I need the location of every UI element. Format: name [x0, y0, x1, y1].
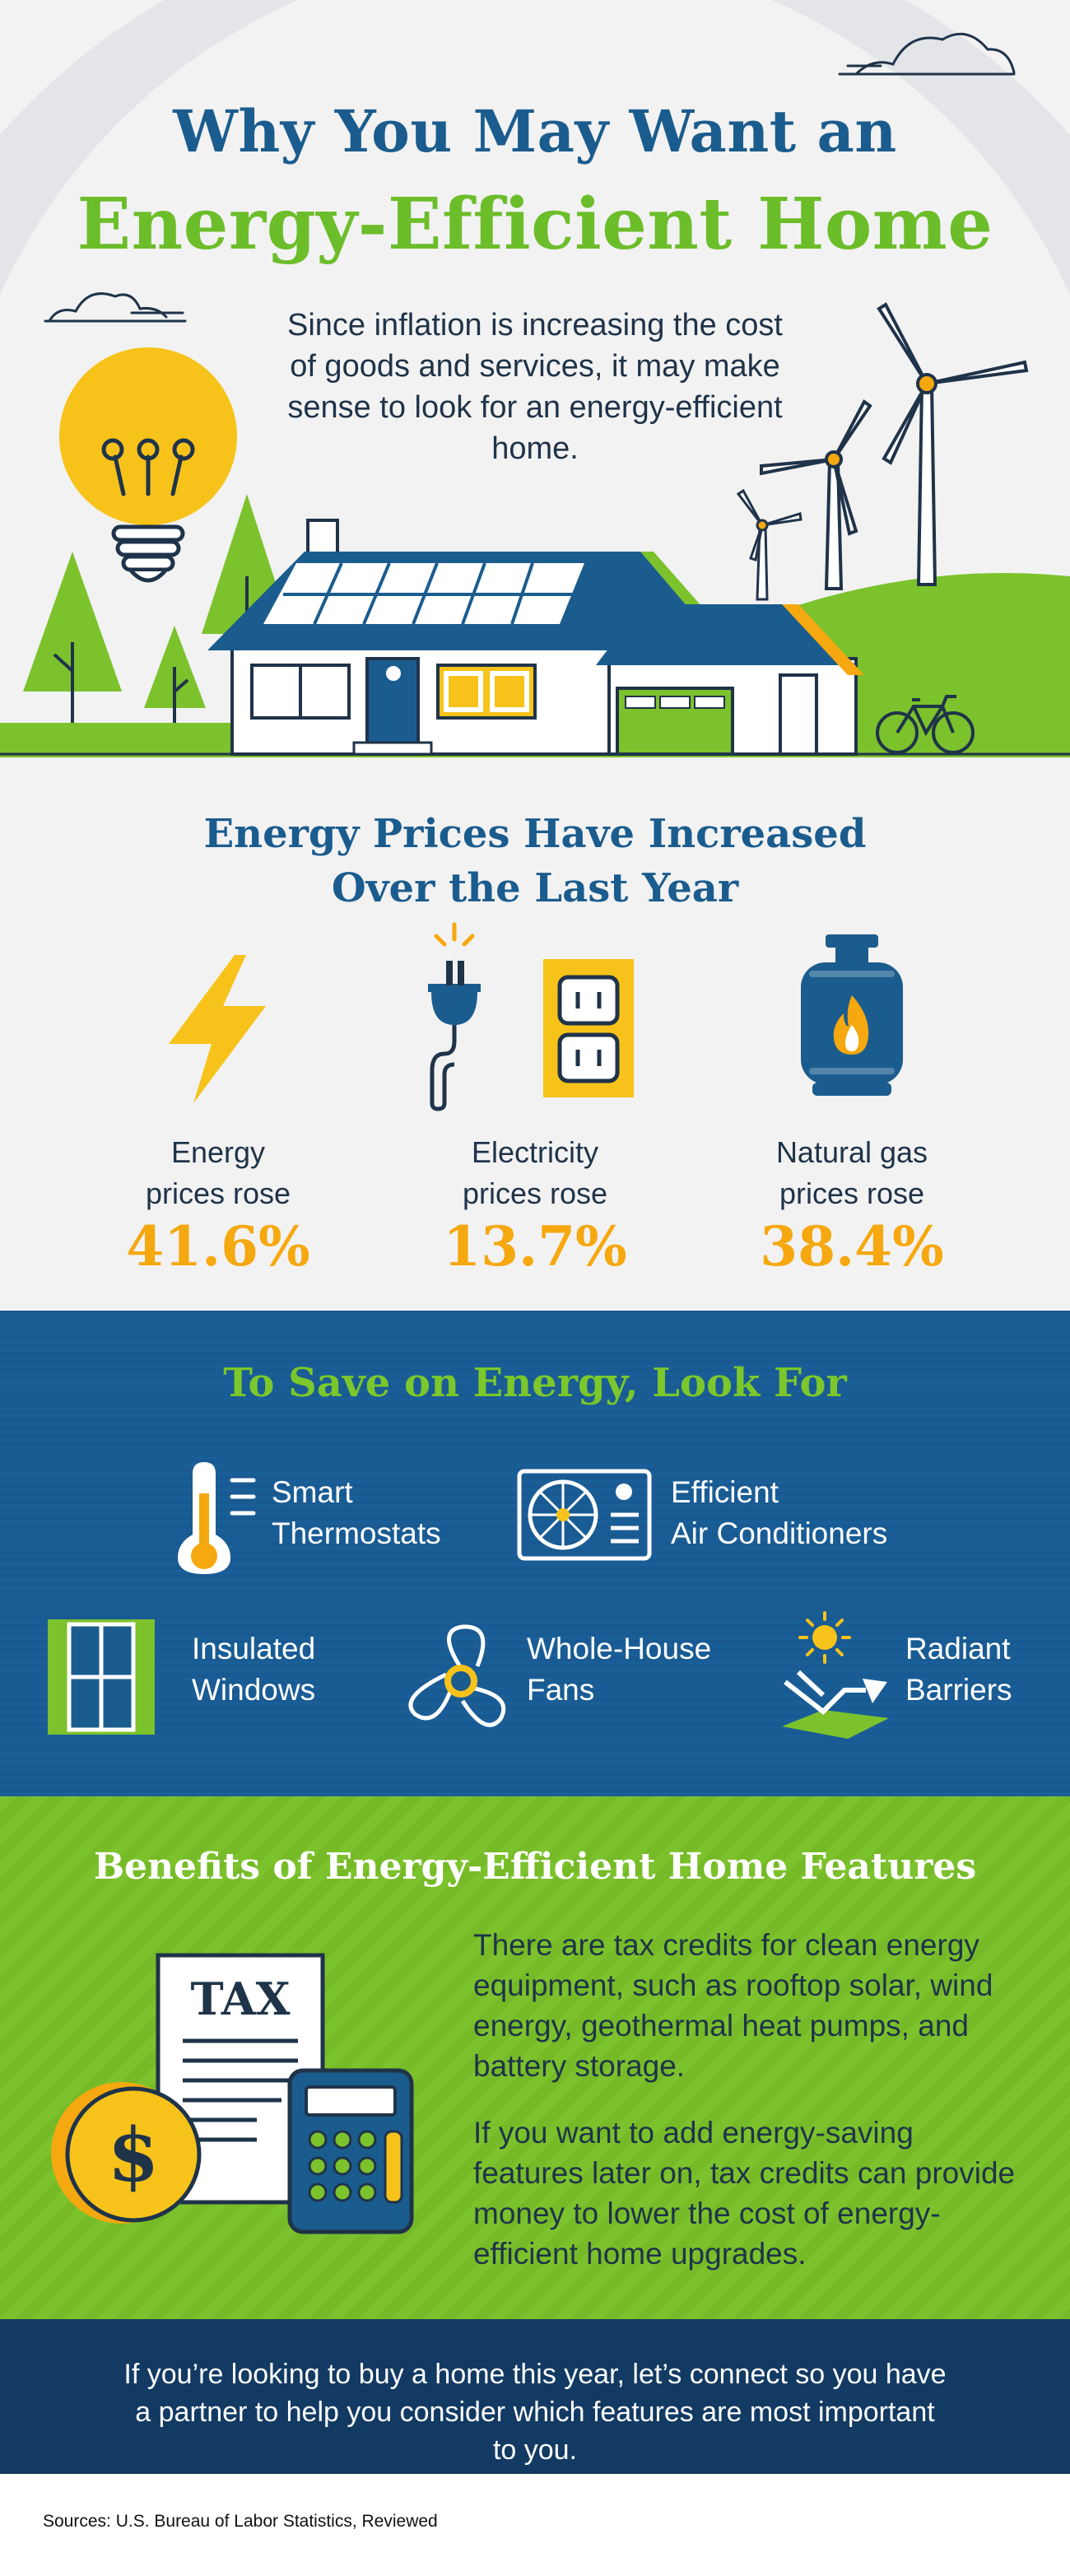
benefits-title: Benefits of Energy-Efficient Home Featur…	[93, 1846, 977, 1888]
house-illustration	[207, 519, 864, 756]
price-value: 41.6%	[126, 1214, 310, 1279]
window-icon	[48, 1619, 155, 1735]
cloud-icon	[44, 292, 187, 323]
benefit-paragraph-tax-credits: There are tax credits for clean energy e…	[473, 1928, 993, 2083]
feature-label-line1: Smart	[272, 1475, 353, 1509]
save-title: To Save on Energy, Look For	[223, 1360, 847, 1406]
feature-label-line1: Insulated	[192, 1632, 316, 1665]
fan-icon	[408, 1624, 506, 1727]
price-label: Electricity prices rose	[387, 1132, 683, 1214]
thermometer-icon	[178, 1462, 256, 1574]
tax-label: TAX	[190, 1973, 290, 2025]
prices-title-line1: Energy Prices Have Increased	[203, 811, 867, 857]
price-label-line1: Electricity	[471, 1135, 599, 1169]
hero-title-line1: Why You May Want an	[173, 97, 897, 165]
power-plug-outlet-icon	[428, 922, 634, 1111]
price-item-natural-gas: Natural gas prices rose 38.4%	[704, 757, 1000, 1311]
price-label-line2: prices rose	[462, 1176, 608, 1210]
price-label-line2: prices rose	[145, 1176, 291, 1210]
hero-section: Why You May Want an Energy-Efficient Hom…	[0, 0, 1070, 757]
sources-text: Sources: U.S. Bureau of Labor Statistics…	[43, 2512, 438, 2531]
price-value: 13.7%	[443, 1214, 627, 1279]
feature-label-line1: Efficient	[671, 1475, 779, 1509]
hero-illustration	[0, 32, 1070, 757]
feature-label-smart-thermostats: Smart Thermostats	[272, 1472, 441, 1554]
dollar-sign: $	[108, 2112, 160, 2199]
feature-label-line2: Windows	[192, 1673, 316, 1707]
price-item-electricity: Electricity prices rose 13.7%	[387, 757, 683, 1311]
energy-prices-section: Energy Prices Have Increased Over the La…	[0, 757, 1070, 1311]
feature-label-line1: Whole-House	[527, 1632, 712, 1665]
lightning-bolt-icon	[169, 955, 266, 1103]
calculator-icon	[287, 2068, 414, 2234]
tree-icon	[23, 552, 122, 724]
light-bulb-icon	[59, 347, 237, 583]
air-conditioner-icon	[517, 1469, 652, 1561]
price-label: Energy prices rose	[70, 1132, 366, 1214]
feature-label-line2: Thermostats	[272, 1516, 441, 1550]
solar-panel-icon	[263, 562, 584, 625]
feature-label-whole-house-fans: Whole-House Fans	[527, 1628, 711, 1711]
price-label-line1: Energy	[170, 1135, 266, 1169]
save-energy-section: To Save on Energy, Look For Smart Thermo…	[0, 1311, 1070, 1796]
gas-tank-flame-icon	[801, 934, 903, 1096]
feature-label-air-conditioners: Efficient Air Conditioners	[671, 1472, 887, 1554]
dollar-coin-icon: $	[51, 2082, 202, 2224]
price-item-energy: Energy prices rose 41.6%	[70, 757, 366, 1311]
tax-document-illustration: TAX $	[51, 1953, 414, 2234]
tree-icon	[144, 626, 206, 729]
price-label: Natural gas prices rose	[704, 1132, 1000, 1214]
hero-intro-text: Since inflation is increasing the cost o…	[287, 308, 783, 466]
price-label-line2: prices rose	[779, 1176, 925, 1210]
cloud-icon	[838, 32, 1016, 76]
feature-label-insulated-windows: Insulated Windows	[192, 1628, 315, 1711]
feature-label-line1: Radiant	[905, 1632, 1011, 1665]
benefits-section: Benefits of Energy-Efficient Home Featur…	[0, 1796, 1070, 2319]
benefit-paragraph-upgrades: If you want to add energy-saving feature…	[473, 2116, 1016, 2271]
price-value: 38.4%	[760, 1214, 944, 1279]
feature-label-line2: Air Conditioners	[671, 1516, 888, 1550]
call-to-action-banner: If you’re looking to buy a home this yea…	[0, 2319, 1070, 2474]
wind-turbine-icon	[877, 302, 1029, 586]
bicycle-icon	[876, 695, 975, 754]
sun-reflect-icon	[782, 1611, 889, 1739]
wind-turbine-icon	[760, 399, 872, 590]
prices-title: Energy Prices Have Increased Over the La…	[0, 807, 1070, 915]
prices-title-line2: Over the Last Year	[331, 865, 739, 911]
feature-label-radiant-barriers: Radiant Barriers	[905, 1628, 1012, 1711]
feature-label-line2: Fans	[527, 1673, 595, 1707]
wind-turbine-icon	[736, 488, 802, 601]
price-label-line1: Natural gas	[775, 1135, 928, 1169]
cta-text: If you’re looking to buy a home this yea…	[123, 2359, 947, 2466]
sources-footer: Sources: U.S. Bureau of Labor Statistics…	[0, 2474, 1070, 2576]
hero-title-line2: Energy-Efficient Home	[77, 183, 993, 266]
feature-label-line2: Barriers	[905, 1673, 1012, 1707]
